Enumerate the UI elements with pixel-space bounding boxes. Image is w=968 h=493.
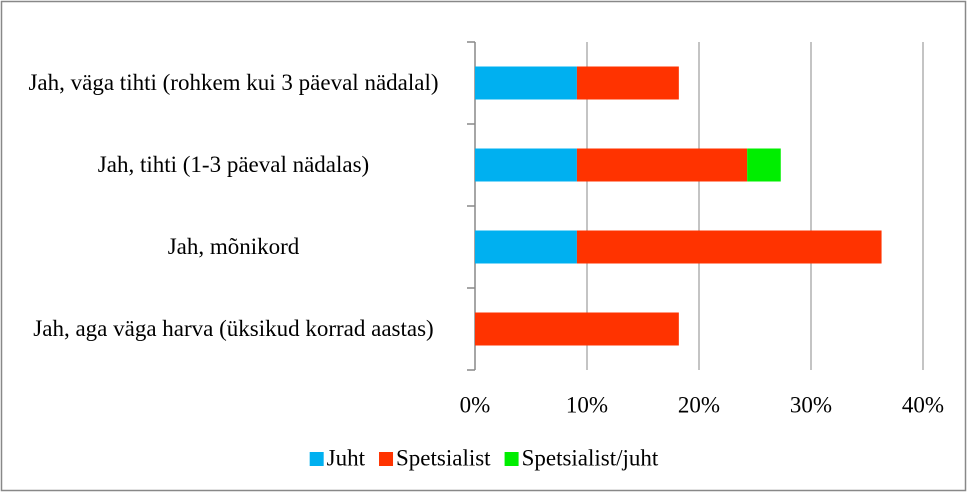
y-tick-label: Jah, väga tihti (rohkem kui 3 päeval näd… bbox=[28, 70, 439, 95]
legend-label: Spetsialist bbox=[396, 445, 491, 470]
x-tick-label: 40% bbox=[902, 392, 944, 417]
x-tick-label: 10% bbox=[566, 392, 608, 417]
bar-segment bbox=[576, 230, 882, 264]
x-tick-label: 20% bbox=[678, 392, 720, 417]
bar-segment bbox=[576, 66, 679, 100]
legend-swatch bbox=[379, 452, 394, 466]
bar-segment bbox=[475, 230, 577, 264]
bar-segment bbox=[475, 66, 577, 100]
legend-label: Juht bbox=[327, 445, 366, 470]
bar-segment bbox=[747, 148, 781, 182]
y-tick-label: Jah, tihti (1-3 päeval nädalas) bbox=[97, 152, 370, 177]
bar-segment bbox=[475, 148, 577, 182]
legend-swatch bbox=[504, 452, 519, 466]
legend-label: Spetsialist/juht bbox=[522, 445, 659, 470]
bar-segment bbox=[475, 312, 679, 346]
x-tick-label: 0% bbox=[460, 392, 491, 417]
bar-segment bbox=[576, 148, 748, 182]
y-tick-label: Jah, mõnikord bbox=[167, 234, 300, 259]
y-tick-label: Jah, aga väga harva (üksikud korrad aast… bbox=[33, 316, 434, 341]
x-tick-label: 30% bbox=[790, 392, 832, 417]
legend-swatch bbox=[309, 452, 324, 466]
